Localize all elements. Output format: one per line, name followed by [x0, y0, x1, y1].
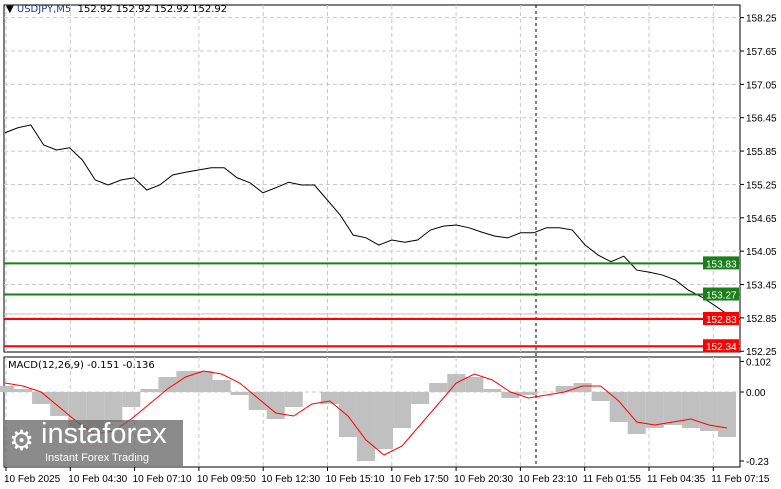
macd-label: MACD(12,26,9) -0.151 -0.136 [8, 360, 155, 371]
level-label: 153.27 [706, 291, 737, 302]
macd-histogram-bar [68, 392, 87, 428]
macd-histogram-bar [645, 392, 664, 428]
x-tick-label: 10 Feb 23:10 [518, 474, 577, 485]
macd-histogram-bar [14, 389, 33, 392]
macd-histogram-bar [140, 389, 159, 392]
x-tick-label: 11 Feb 01:55 [583, 474, 642, 485]
gear-logo-icon: ⚙ [9, 425, 35, 456]
level-label-bg [703, 256, 739, 270]
y-tick-label: 158.25 [746, 14, 777, 25]
macd-histogram-bar [0, 386, 15, 392]
macd-histogram-bar [212, 380, 231, 392]
x-tick-label: 10 Feb 2025 [4, 474, 61, 485]
macd-histogram-bar [501, 392, 520, 398]
macd-histogram-bar [429, 383, 448, 392]
price-line [4, 124, 728, 315]
macd-histogram-bar [266, 392, 285, 419]
macd-histogram-bar [32, 392, 51, 404]
y-tick-label: 152.25 [746, 347, 777, 358]
macd-histogram-bar [519, 392, 538, 395]
x-tick-label: 10 Feb 04:30 [68, 474, 127, 485]
macd-histogram-bar [230, 392, 249, 395]
macd-histogram-bar [356, 392, 376, 461]
macd-histogram-bar [284, 392, 303, 407]
level-label-bg [703, 287, 739, 301]
logo-brand: instaforex [41, 418, 167, 450]
y-tick-label: 155.85 [746, 147, 777, 158]
y-tick-label: 157.05 [746, 80, 777, 91]
macd-histogram-bar [609, 392, 628, 422]
macd-histogram-bar [194, 371, 213, 392]
level-label-bg [703, 311, 739, 325]
macd-histogram-bar [555, 386, 574, 392]
macd-histogram-bar [393, 392, 412, 428]
x-tick-label: 10 Feb 15:10 [326, 474, 385, 485]
x-tick-label: 10 Feb 07:10 [133, 474, 192, 485]
macd-histogram-bar [50, 392, 69, 416]
macd-y-tick-label: 0.102 [746, 357, 771, 368]
y-tick-label: 154.05 [746, 247, 777, 258]
y-tick-label: 153.45 [746, 281, 777, 292]
macd-histogram-bar [320, 392, 339, 404]
macd-y-tick-label: -0.23 [746, 457, 769, 468]
x-tick-label: 10 Feb 09:50 [197, 474, 256, 485]
macd-histogram-bar [122, 392, 141, 407]
y-tick-label: 154.65 [746, 214, 777, 225]
macd-histogram-bar [699, 392, 718, 431]
macd-histogram-bar [176, 371, 195, 392]
x-tick-label: 10 Feb 17:50 [390, 474, 449, 485]
logo-tagline: Instant Forex Trading [45, 452, 149, 464]
level-label: 152.34 [706, 342, 737, 353]
macd-histogram-bar [591, 392, 610, 401]
macd-histogram-bar [717, 392, 737, 437]
x-tick-label: 11 Feb 07:15 [711, 474, 770, 485]
macd-histogram-bar [465, 377, 484, 392]
y-tick-label: 156.45 [746, 114, 777, 125]
macd-histogram-bar [411, 392, 430, 404]
y-tick-label: 152.85 [746, 314, 777, 325]
macd-histogram-bar [681, 392, 700, 428]
macd-y-tick-label: 0.00 [746, 388, 766, 399]
x-tick-label: 11 Feb 04:35 [647, 474, 706, 485]
level-label: 152.83 [706, 315, 737, 326]
chart-title: ▼ USDJPY,M5 152.92 152.92 152.92 152.92 [6, 4, 228, 15]
x-tick-label: 10 Feb 20:30 [454, 474, 513, 485]
ohlc: 152.92 152.92 152.92 152.92 [77, 4, 228, 15]
symbol: USDJPY,M5 [16, 4, 72, 15]
macd-histogram-bar [573, 383, 592, 392]
level-label: 153.83 [706, 259, 737, 270]
y-tick-label: 157.65 [746, 47, 777, 58]
y-tick-label: 155.25 [746, 180, 777, 191]
level-label-bg [703, 339, 739, 353]
macd-histogram-bar [104, 392, 123, 422]
macd-histogram-bar [158, 377, 177, 392]
price-panel-frame [3, 4, 741, 353]
macd-histogram-bar [663, 392, 682, 425]
macd-histogram-bar [248, 392, 267, 410]
x-tick-label: 10 Feb 12:30 [261, 474, 320, 485]
macd-histogram-bar [483, 389, 502, 392]
macd-histogram-bar [627, 392, 646, 434]
logo: ⚙ instaforex Instant Forex Trading [5, 420, 183, 466]
macd-panel-frame [3, 356, 741, 468]
macd-histogram-bar [375, 392, 394, 449]
macd-histogram-bar [338, 392, 357, 437]
